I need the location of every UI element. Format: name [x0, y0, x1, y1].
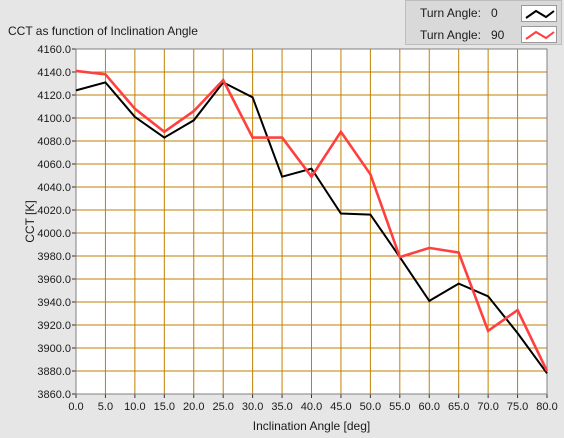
x-tick-label: 30.0 — [242, 401, 263, 413]
y-tick-label: 4020.0 — [37, 205, 71, 217]
x-tick-label: 0.0 — [68, 401, 83, 413]
x-tick-label: 25.0 — [212, 401, 233, 413]
y-tick-label: 3940.0 — [37, 297, 71, 309]
y-tick-label: 3980.0 — [37, 251, 71, 263]
y-tick-label: 4000.0 — [37, 228, 71, 240]
x-tick-label: 50.0 — [360, 401, 381, 413]
y-tick-label: 4040.0 — [37, 182, 71, 194]
y-tick-label: 4120.0 — [37, 90, 71, 102]
plot-border — [75, 48, 548, 395]
y-tick-label: 3860.0 — [37, 389, 71, 401]
legend-label: Turn Angle: — [420, 28, 481, 42]
chart-title: CCT as function of Inclination Angle — [8, 24, 198, 38]
x-tick-label: 75.0 — [507, 401, 528, 413]
legend-item-series-1[interactable]: Turn Angle: 0 — [406, 3, 563, 23]
legend-label: Turn Angle: — [420, 6, 481, 20]
legend-swatch-series-1 — [521, 5, 557, 22]
legend: Turn Angle: 0 Turn Angle: 90 — [405, 0, 562, 45]
x-tick-label: 60.0 — [419, 401, 440, 413]
legend-item-series-2[interactable]: Turn Angle: 90 — [406, 25, 563, 45]
x-tick-label: 40.0 — [301, 401, 322, 413]
legend-value: 90 — [491, 28, 505, 42]
y-tick-label: 4160.0 — [37, 44, 71, 56]
y-tick-label: 4060.0 — [37, 159, 71, 171]
x-tick-label: 55.0 — [389, 401, 410, 413]
y-tick-label: 4140.0 — [37, 67, 71, 79]
y-tick-label: 3900.0 — [37, 343, 71, 355]
x-axis-label: Inclination Angle [deg] — [253, 419, 370, 433]
x-tick-label: 70.0 — [477, 401, 498, 413]
series-line-1 — [75, 81, 548, 374]
x-tick-label: 80.0 — [536, 401, 557, 413]
y-tick-label: 4100.0 — [37, 113, 71, 125]
y-tick-label: 4080.0 — [37, 136, 71, 148]
x-tick-label: 45.0 — [330, 401, 351, 413]
x-tick-label: 20.0 — [183, 401, 204, 413]
y-tick-label: 3920.0 — [37, 320, 71, 332]
legend-value: 0 — [491, 6, 498, 20]
x-tick-label: 10.0 — [124, 401, 145, 413]
y-tick-label: 3960.0 — [37, 274, 71, 286]
x-tick-label: 5.0 — [98, 401, 113, 413]
y-tick-label: 3880.0 — [37, 366, 71, 378]
x-tick-label: 65.0 — [448, 401, 469, 413]
series-line-2 — [75, 69, 549, 372]
x-tick-label: 15.0 — [154, 401, 175, 413]
legend-swatch-series-2 — [521, 26, 557, 43]
y-axis-label: CCT [K] — [23, 200, 37, 242]
x-tick-label: 35.0 — [271, 401, 292, 413]
